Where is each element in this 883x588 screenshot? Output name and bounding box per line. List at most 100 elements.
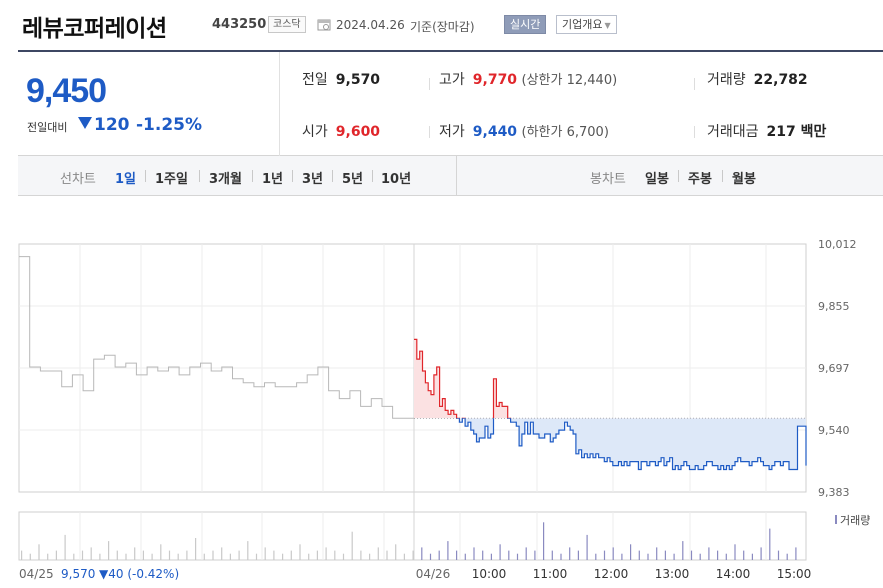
price-change-percent: -1.25% (136, 115, 203, 135)
volume-bar (247, 541, 249, 560)
volume-bar (647, 553, 649, 560)
volume-bar (638, 550, 640, 560)
volume-bar (342, 553, 345, 560)
volume-bar (777, 550, 780, 560)
volume-bar (290, 550, 292, 560)
volume-bar (725, 553, 727, 560)
x-tick-label: 13:00 (655, 567, 690, 581)
volume-bar (142, 550, 144, 560)
line-chart-label: 선차트 (60, 172, 96, 187)
prev-close-value: 9,570 (335, 72, 381, 88)
y-tick-label: 10,012 (818, 238, 857, 251)
y-tick-label: 9,697 (818, 362, 850, 375)
volume-bar (743, 550, 745, 560)
quote-summary: 9,450 전일대비 120 -1.25% 전일 9,570 고가 9,770 (상… (18, 50, 883, 156)
volume-bar (38, 544, 40, 560)
volume-bar (569, 547, 571, 560)
company-overview-label: 기업개요 (562, 18, 603, 31)
volume-bar (612, 547, 614, 560)
volume-bar (499, 544, 501, 560)
volume-bar (273, 550, 275, 560)
volume-bar (116, 550, 118, 560)
period-10y[interactable]: 10년 (381, 172, 412, 187)
volume-bar (99, 553, 101, 560)
volume-bar (560, 553, 562, 560)
x-tick-label: 14:00 (716, 567, 751, 581)
open-value: 9,600 (335, 124, 381, 140)
volume-bar (125, 553, 127, 560)
volume-bar (29, 553, 31, 560)
turnover-label: 거래대금 (707, 124, 759, 140)
market-badge: 코스닥 (268, 16, 306, 33)
period-5y[interactable]: 5년 (342, 172, 364, 187)
period-3y[interactable]: 3년 (302, 172, 324, 187)
open-price: 시가 9,600 (302, 121, 380, 141)
period-1d[interactable]: 1일 (115, 172, 137, 187)
today-line-down (456, 418, 807, 471)
volume-bar (595, 553, 597, 560)
volume-bar (351, 531, 353, 560)
period-3m[interactable]: 3개월 (209, 172, 242, 187)
quote-basis: 기준(장마감) (410, 20, 475, 34)
volume-bar (55, 550, 57, 560)
volume-bar (160, 544, 162, 560)
volume-bar (551, 550, 553, 560)
volume-bar (482, 550, 484, 560)
down-triangle-icon (78, 117, 92, 129)
candle-chart-label: 봉차트 (590, 172, 626, 187)
volume-bar (316, 550, 318, 560)
realtime-button[interactable]: 실시간 (504, 15, 547, 34)
period-1w[interactable]: 1주일 (155, 172, 188, 187)
divider (678, 170, 679, 182)
period-1y[interactable]: 1년 (262, 172, 284, 187)
candle-monthly[interactable]: 월봉 (732, 172, 756, 187)
volume-bar (386, 550, 388, 560)
volume-bar (525, 547, 527, 560)
candle-daily[interactable]: 일봉 (645, 172, 669, 187)
prev-close-label: 전일 (302, 72, 328, 88)
divider (722, 170, 723, 182)
volume-bar (673, 553, 675, 560)
low-value: 9,440 (472, 124, 518, 140)
volume-bar (751, 553, 753, 560)
volume-bar (403, 553, 405, 560)
high-label: 고가 (439, 72, 465, 88)
volume-bar (334, 550, 336, 560)
volume-bar (621, 553, 623, 560)
volume-bar (577, 550, 579, 560)
volume-bar (734, 544, 736, 560)
y-tick-label: 9,855 (818, 300, 850, 313)
volume-bar (229, 553, 231, 560)
volume-bar (73, 553, 75, 560)
volume-bar (534, 550, 536, 560)
price-change-value: 120 (94, 115, 130, 135)
volume-bar (786, 553, 788, 560)
volume-bar (464, 553, 466, 560)
prev-day-close: 9,570 (61, 567, 95, 581)
area-below-reference (456, 418, 806, 470)
divider (429, 126, 430, 138)
company-overview-dropdown[interactable]: 기업개요 ▼ (556, 15, 617, 34)
volume-bar (134, 547, 136, 560)
volume-bar (308, 553, 310, 560)
volume-bar (395, 544, 397, 560)
divider (252, 170, 253, 182)
candle-weekly[interactable]: 주봉 (688, 172, 712, 187)
volume-bar (682, 541, 684, 560)
volume-bar (168, 550, 171, 560)
volume-bar (108, 541, 110, 560)
previous-day-line (19, 256, 414, 419)
volume-bar (21, 550, 23, 560)
volume-bar (656, 547, 658, 560)
company-name: 레뷰코퍼레이션 (22, 16, 167, 42)
quote-date: 2024.04.26 (336, 18, 405, 32)
volume-bar (47, 553, 49, 560)
volume-bar (543, 522, 545, 560)
prev-day-date: 04/25 (19, 567, 54, 581)
volume-bar (64, 534, 66, 560)
change-label: 전일대비 (27, 121, 68, 134)
stock-code: 443250 (212, 17, 267, 32)
bar-divider (456, 156, 457, 195)
divider (332, 170, 333, 182)
volume-bar (516, 553, 519, 560)
